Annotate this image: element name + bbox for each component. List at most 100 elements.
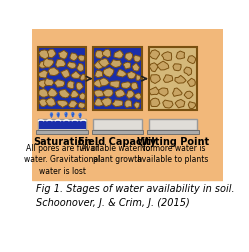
Bar — [93, 48, 142, 111]
Ellipse shape — [57, 113, 58, 115]
Bar — [93, 120, 142, 131]
Bar — [149, 48, 197, 111]
Text: Wilting Point: Wilting Point — [137, 137, 209, 147]
Bar — [38, 120, 86, 131]
Polygon shape — [39, 51, 49, 60]
Polygon shape — [39, 61, 47, 69]
Polygon shape — [56, 60, 66, 68]
Polygon shape — [67, 62, 76, 69]
Ellipse shape — [72, 113, 73, 115]
Polygon shape — [187, 56, 196, 64]
Polygon shape — [94, 99, 103, 107]
Bar — [36, 131, 88, 135]
Bar — [149, 48, 197, 111]
Polygon shape — [101, 98, 112, 107]
Polygon shape — [78, 56, 85, 62]
Polygon shape — [61, 70, 70, 79]
Polygon shape — [44, 59, 54, 68]
Polygon shape — [117, 70, 126, 78]
Bar — [149, 120, 197, 131]
Polygon shape — [47, 50, 56, 59]
Bar — [147, 131, 199, 135]
Polygon shape — [70, 91, 79, 98]
Text: Field Capacity: Field Capacity — [78, 137, 157, 147]
Polygon shape — [94, 91, 104, 98]
Polygon shape — [79, 93, 85, 100]
Bar — [92, 131, 143, 135]
Polygon shape — [136, 75, 140, 81]
Polygon shape — [103, 90, 113, 98]
Polygon shape — [184, 92, 193, 99]
Text: All pores are full of
water. Gravitational
water is lost: All pores are full of water. Gravitation… — [24, 144, 100, 175]
Text: Saturation: Saturation — [33, 137, 91, 147]
Polygon shape — [157, 62, 169, 71]
Polygon shape — [79, 117, 81, 119]
Ellipse shape — [79, 113, 82, 118]
Polygon shape — [175, 76, 186, 84]
Bar — [38, 48, 86, 111]
Polygon shape — [38, 71, 48, 79]
Bar — [93, 48, 142, 111]
Polygon shape — [59, 51, 68, 60]
Polygon shape — [163, 101, 173, 109]
Polygon shape — [131, 83, 138, 90]
Bar — [38, 48, 86, 111]
Polygon shape — [173, 89, 182, 97]
Polygon shape — [125, 101, 132, 108]
Polygon shape — [110, 60, 122, 68]
Polygon shape — [45, 79, 54, 86]
Polygon shape — [176, 52, 185, 60]
Polygon shape — [121, 82, 131, 89]
Polygon shape — [48, 68, 59, 76]
Polygon shape — [149, 64, 158, 72]
Polygon shape — [159, 89, 168, 97]
Polygon shape — [50, 117, 53, 118]
Ellipse shape — [57, 113, 60, 117]
Polygon shape — [67, 81, 74, 89]
Polygon shape — [78, 103, 85, 109]
Polygon shape — [114, 51, 124, 59]
Polygon shape — [65, 117, 67, 118]
Polygon shape — [127, 72, 136, 80]
Polygon shape — [175, 100, 185, 108]
Ellipse shape — [71, 112, 74, 117]
Polygon shape — [94, 61, 104, 70]
Polygon shape — [95, 51, 105, 59]
Polygon shape — [77, 64, 84, 72]
Ellipse shape — [79, 114, 80, 115]
Polygon shape — [173, 65, 181, 72]
Polygon shape — [162, 52, 172, 61]
Polygon shape — [46, 98, 56, 107]
Ellipse shape — [50, 113, 53, 117]
Polygon shape — [132, 64, 139, 72]
Polygon shape — [70, 54, 78, 61]
Polygon shape — [95, 71, 103, 78]
Polygon shape — [149, 51, 160, 60]
Polygon shape — [125, 53, 133, 61]
Polygon shape — [76, 83, 83, 91]
Polygon shape — [102, 50, 111, 58]
Polygon shape — [59, 90, 70, 99]
Polygon shape — [151, 99, 160, 107]
Polygon shape — [57, 101, 68, 108]
Polygon shape — [135, 93, 141, 100]
Polygon shape — [112, 101, 123, 107]
Polygon shape — [39, 80, 47, 88]
Polygon shape — [48, 89, 58, 98]
Polygon shape — [115, 90, 125, 98]
Polygon shape — [149, 88, 160, 96]
Bar — [39, 122, 86, 130]
Polygon shape — [126, 91, 134, 99]
Polygon shape — [134, 56, 141, 63]
Text: Available water for
plant growth: Available water for plant growth — [81, 144, 154, 164]
Polygon shape — [39, 89, 48, 98]
Polygon shape — [163, 76, 173, 83]
Polygon shape — [150, 75, 160, 84]
Polygon shape — [110, 82, 120, 89]
Text: No more water is
available to plants: No more water is available to plants — [137, 144, 209, 164]
Polygon shape — [184, 68, 192, 76]
Ellipse shape — [65, 113, 66, 115]
Ellipse shape — [50, 114, 52, 115]
Polygon shape — [188, 102, 196, 109]
Text: Fig 1. Stages of water availability in soil.
Schoonover, J. & Crim, J. (2015): Fig 1. Stages of water availability in s… — [36, 183, 235, 207]
